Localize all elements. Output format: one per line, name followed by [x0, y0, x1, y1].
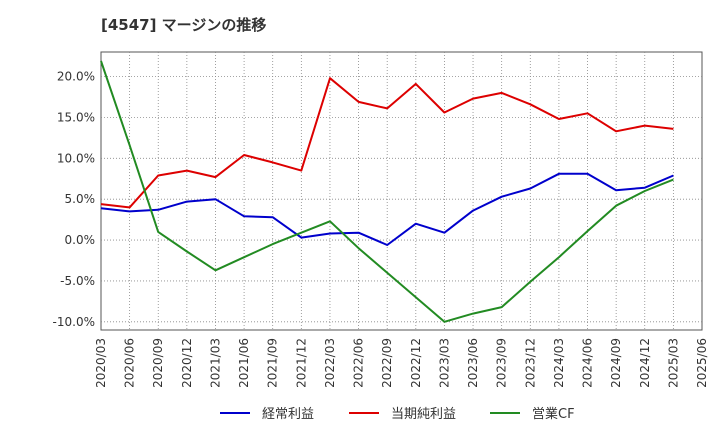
x-tick-label: 2024/03 — [552, 338, 566, 388]
x-tick-label: 2022/12 — [409, 338, 423, 388]
y-tick-label: 5.0% — [65, 192, 96, 206]
x-tick-label: 2025/06 — [695, 338, 709, 388]
series-line-1 — [100, 172, 674, 246]
x-tick-label: 2021/09 — [266, 338, 280, 388]
y-tick-label: -5.0% — [60, 274, 95, 288]
legend-label: 当期純利益 — [391, 407, 456, 422]
x-tick-label: 2022/06 — [352, 338, 366, 388]
legend-label: 営業CF — [532, 406, 575, 422]
series-line-2 — [100, 77, 674, 209]
x-axis-labels: 2020/03 2020/06 2020/09 2020/12 2021/03 2021/… — [94, 338, 709, 388]
x-tick-label: 2023/06 — [466, 338, 480, 388]
x-tick-label: 2024/06 — [581, 338, 595, 388]
x-tick-label: 2020/06 — [123, 338, 137, 388]
horizontal-grid — [101, 76, 702, 323]
y-tick-label: 15.0% — [57, 110, 95, 124]
x-tick-label: 2024/09 — [609, 338, 623, 388]
x-tick-label: 2024/12 — [638, 338, 652, 388]
y-tick-label: -10.0% — [53, 315, 95, 329]
x-tick-label: 2023/12 — [523, 338, 537, 388]
x-tick-label: 2020/12 — [180, 338, 194, 388]
legend-label: 経常利益 — [262, 407, 314, 422]
y-tick-label: 20.0% — [57, 70, 95, 84]
x-tick-label: 2021/03 — [208, 338, 222, 388]
x-tick-label: 2021/12 — [294, 338, 308, 388]
x-tick-label: 2023/03 — [437, 338, 451, 388]
x-tick-label: 2022/03 — [323, 338, 337, 388]
x-tick-label: 2020/09 — [151, 338, 165, 388]
y-axis-labels: 20.0% 15.0% 10.0% 5.0% 0.0% -5.0% -10.0% — [53, 70, 95, 329]
x-tick-label: 2020/03 — [94, 338, 108, 388]
legend: 経常利益 当期純利益 営業CF — [220, 406, 575, 422]
chart-title: [4547] マージンの推移 — [101, 16, 266, 34]
x-tick-label: 2022/09 — [380, 338, 394, 388]
x-tick-label: 2023/09 — [495, 338, 509, 388]
vertical-grid — [129, 52, 674, 330]
x-tick-label: 2021/06 — [237, 338, 251, 388]
y-tick-label: 10.0% — [57, 151, 95, 165]
plot-area — [100, 51, 703, 331]
x-tick-label: 2025/03 — [666, 338, 680, 388]
series-line-3 — [100, 60, 674, 323]
series-lines — [100, 60, 674, 323]
y-tick-label: 0.0% — [65, 233, 96, 247]
